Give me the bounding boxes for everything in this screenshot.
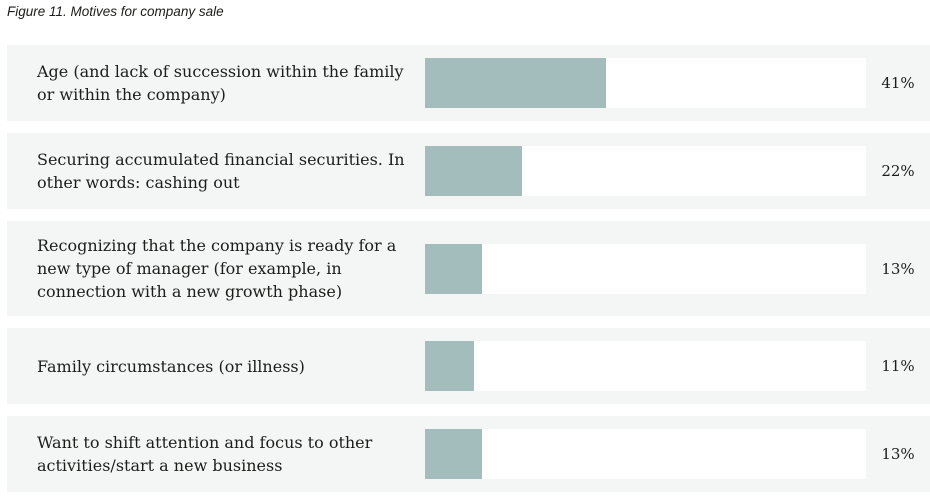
category-label: Family circumstances (or illness) — [37, 356, 305, 376]
bar-fill — [425, 429, 483, 479]
value-label: 13% — [881, 445, 915, 463]
figure-title: Figure 11. Motives for company sale — [7, 4, 224, 19]
bar-row: Age (and lack of succession within the f… — [7, 45, 930, 121]
bar-fill — [425, 341, 474, 391]
bar-track — [425, 146, 866, 196]
bar-chart: Age (and lack of succession within the f… — [0, 45, 930, 492]
category-label: Securing accumulated financial securitie… — [37, 150, 405, 192]
bar-row: Recognizing that the company is ready fo… — [7, 221, 930, 316]
bar-row: Family circumstances (or illness) 11% — [7, 328, 930, 404]
bar-fill — [425, 243, 483, 294]
category-label: Recognizing that the company is ready fo… — [37, 236, 397, 301]
bar-row: Securing accumulated financial securitie… — [7, 133, 930, 209]
bar-row: Want to shift attention and focus to oth… — [7, 416, 930, 492]
bar-fill — [425, 146, 523, 196]
value-label: 41% — [881, 74, 915, 92]
bar-track — [425, 341, 866, 391]
value-label: 11% — [881, 357, 915, 375]
bar-fill — [425, 58, 606, 108]
category-label: Age (and lack of succession within the f… — [37, 62, 404, 104]
value-label: 22% — [881, 162, 915, 180]
value-label: 13% — [881, 259, 915, 278]
bar-track — [425, 429, 866, 479]
bar-track — [425, 243, 866, 294]
bar-track — [425, 58, 866, 108]
category-label: Want to shift attention and focus to oth… — [37, 433, 373, 475]
